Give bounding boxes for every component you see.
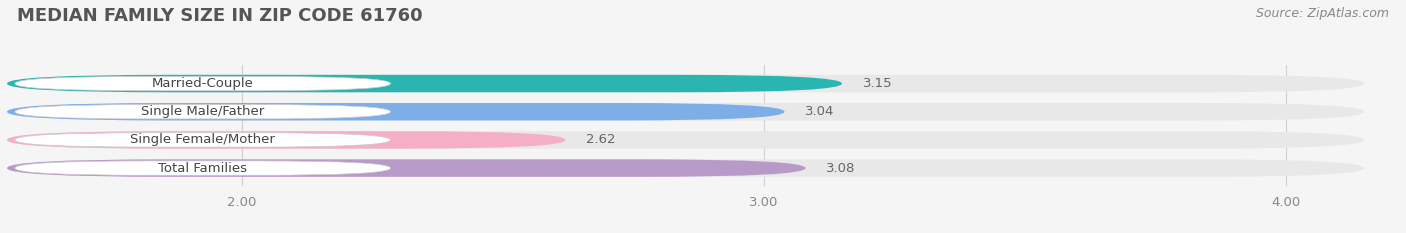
FancyBboxPatch shape bbox=[15, 76, 391, 91]
Text: 3.04: 3.04 bbox=[806, 105, 835, 118]
FancyBboxPatch shape bbox=[7, 131, 565, 149]
FancyBboxPatch shape bbox=[7, 159, 806, 177]
FancyBboxPatch shape bbox=[7, 103, 1364, 120]
FancyBboxPatch shape bbox=[7, 103, 785, 120]
Text: Single Female/Mother: Single Female/Mother bbox=[131, 134, 276, 146]
Text: 3.15: 3.15 bbox=[863, 77, 893, 90]
Text: Married-Couple: Married-Couple bbox=[152, 77, 253, 90]
FancyBboxPatch shape bbox=[15, 133, 391, 147]
FancyBboxPatch shape bbox=[15, 161, 391, 175]
Text: Single Male/Father: Single Male/Father bbox=[141, 105, 264, 118]
FancyBboxPatch shape bbox=[7, 75, 842, 92]
FancyBboxPatch shape bbox=[7, 75, 1364, 92]
FancyBboxPatch shape bbox=[7, 131, 1364, 149]
Text: Total Families: Total Families bbox=[159, 161, 247, 175]
FancyBboxPatch shape bbox=[15, 105, 391, 119]
Text: MEDIAN FAMILY SIZE IN ZIP CODE 61760: MEDIAN FAMILY SIZE IN ZIP CODE 61760 bbox=[17, 7, 422, 25]
Text: Source: ZipAtlas.com: Source: ZipAtlas.com bbox=[1256, 7, 1389, 20]
Text: 2.62: 2.62 bbox=[586, 134, 616, 146]
FancyBboxPatch shape bbox=[7, 159, 1364, 177]
Text: 3.08: 3.08 bbox=[827, 161, 856, 175]
